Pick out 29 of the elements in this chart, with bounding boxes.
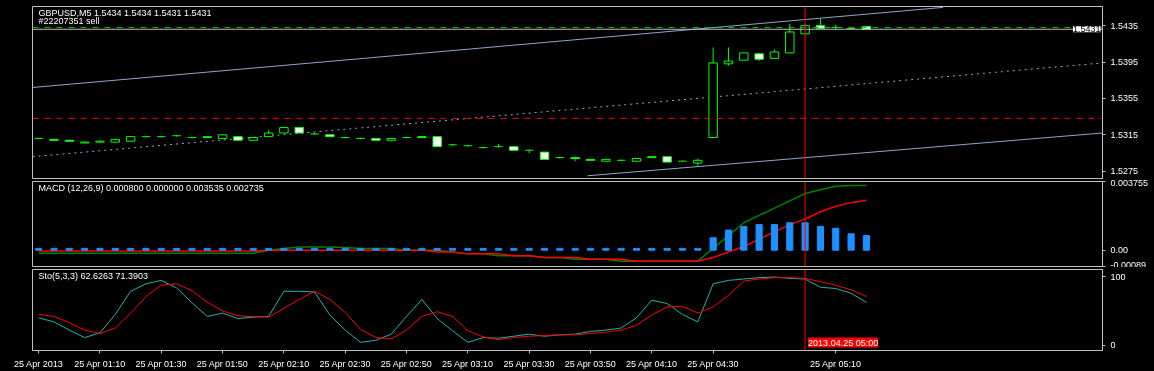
chart-title: Sto(5,3,3) 62.6263 71.3903 (38, 270, 149, 281)
x-tick-label: 25 Apr 2013 (14, 358, 63, 369)
y-tick-label: 1.5395 (1110, 57, 1139, 68)
x-tick-label: 25 Apr 03:10 (442, 358, 494, 369)
x-tick-label: 25 Apr 04:30 (687, 358, 739, 369)
y-tick-label: 1.5315 (1110, 129, 1139, 140)
y-tick-label: 100 (1110, 271, 1126, 282)
y-tick-label: 1.5275 (1110, 166, 1139, 177)
y-tick-label: 0.00 (1110, 245, 1129, 256)
ref-line-label: #22207351 sell (38, 16, 100, 27)
x-tick-label: 25 Apr 01:30 (135, 358, 187, 369)
y-tick-label: 1.5435 (1110, 20, 1139, 31)
x-tick-label: 25 Apr 01:10 (74, 358, 126, 369)
x-tick-label: 25 Apr 02:30 (319, 358, 371, 369)
x-tick-label: 25 Apr 02:10 (258, 358, 310, 369)
y-tick-label: 1.5355 (1110, 93, 1139, 104)
x-tick-label: 25 Apr 05:10 (810, 358, 862, 369)
x-tick-label: 25 Apr 03:50 (564, 358, 616, 369)
y-tick-label: 0 (1110, 340, 1116, 351)
y-tick-label: 0.003755 (1110, 177, 1149, 188)
x-tick-label: 25 Apr 03:30 (503, 358, 555, 369)
ref-line-label: 1.5431 (1072, 24, 1101, 35)
chart-title: MACD (12,26,9) 0.000800 0.000000 0.003535 0.002735 (38, 182, 264, 193)
y-tick-label: -0.00089 (1110, 259, 1147, 270)
x-tick-label: 25 Apr 02:50 (380, 358, 432, 369)
x-tick-label: 25 Apr 01:50 (196, 358, 248, 369)
x-tick-label: 25 Apr 04:10 (626, 358, 678, 369)
chart-title: GBPUSD,M5 1.5434 1.5434 1.5431 1.5431 (38, 7, 212, 18)
ref-line-label: 2013.04.25 05:00 (808, 337, 879, 348)
